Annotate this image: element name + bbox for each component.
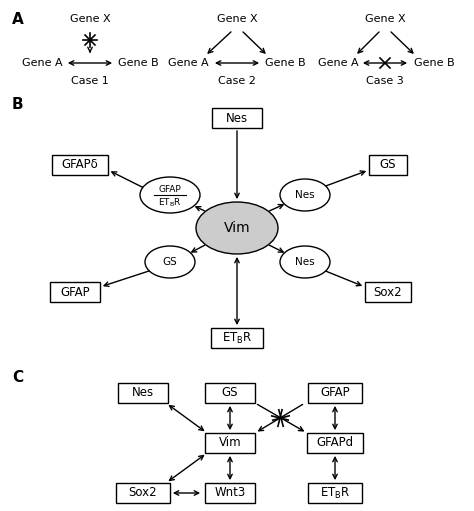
Text: Nes: Nes <box>132 386 154 400</box>
FancyBboxPatch shape <box>369 155 407 175</box>
Text: Gene B: Gene B <box>118 58 158 68</box>
Text: Nes: Nes <box>295 257 315 267</box>
FancyBboxPatch shape <box>205 483 255 503</box>
Text: Sox2: Sox2 <box>128 486 157 499</box>
FancyBboxPatch shape <box>307 433 363 453</box>
Text: Wnt3: Wnt3 <box>214 486 246 499</box>
Text: Vim: Vim <box>224 221 250 235</box>
Text: GS: GS <box>380 158 396 172</box>
FancyBboxPatch shape <box>205 433 255 453</box>
Text: Gene X: Gene X <box>365 14 405 24</box>
FancyBboxPatch shape <box>212 108 262 128</box>
FancyBboxPatch shape <box>308 483 362 503</box>
FancyBboxPatch shape <box>205 383 255 403</box>
Text: ET$_\mathregular{B}$R: ET$_\mathregular{B}$R <box>158 197 182 209</box>
Text: Case 2: Case 2 <box>218 76 256 86</box>
Text: GFAP: GFAP <box>320 386 350 400</box>
FancyBboxPatch shape <box>365 282 411 302</box>
Text: GFAPd: GFAPd <box>317 436 354 450</box>
Text: Gene B: Gene B <box>414 58 454 68</box>
FancyBboxPatch shape <box>52 155 108 175</box>
Ellipse shape <box>280 246 330 278</box>
Ellipse shape <box>145 246 195 278</box>
Text: Nes: Nes <box>226 111 248 125</box>
Text: Gene A: Gene A <box>318 58 358 68</box>
Text: GFAP: GFAP <box>159 184 182 194</box>
Text: Gene A: Gene A <box>168 58 208 68</box>
Text: Gene B: Gene B <box>264 58 305 68</box>
Text: ET$_\mathregular{B}$R: ET$_\mathregular{B}$R <box>320 485 350 501</box>
FancyBboxPatch shape <box>118 383 168 403</box>
Text: B: B <box>12 97 24 112</box>
Text: GS: GS <box>163 257 177 267</box>
Text: C: C <box>12 370 23 385</box>
Text: Vim: Vim <box>219 436 241 450</box>
Text: Gene X: Gene X <box>70 14 110 24</box>
Text: GFAP: GFAP <box>60 286 90 298</box>
FancyBboxPatch shape <box>211 328 263 348</box>
Text: Nes: Nes <box>295 190 315 200</box>
Ellipse shape <box>140 177 200 213</box>
Text: Case 1: Case 1 <box>71 76 109 86</box>
FancyBboxPatch shape <box>308 383 362 403</box>
Text: A: A <box>12 12 24 27</box>
FancyBboxPatch shape <box>50 282 100 302</box>
Text: Sox2: Sox2 <box>374 286 402 298</box>
Text: GS: GS <box>222 386 238 400</box>
Ellipse shape <box>280 179 330 211</box>
Text: Gene A: Gene A <box>22 58 62 68</box>
FancyBboxPatch shape <box>116 483 170 503</box>
Text: ET$_\mathregular{B}$R: ET$_\mathregular{B}$R <box>222 331 252 345</box>
Text: Gene X: Gene X <box>217 14 257 24</box>
Ellipse shape <box>196 202 278 254</box>
Text: Case 3: Case 3 <box>366 76 404 86</box>
Text: GFAPδ: GFAPδ <box>62 158 99 172</box>
